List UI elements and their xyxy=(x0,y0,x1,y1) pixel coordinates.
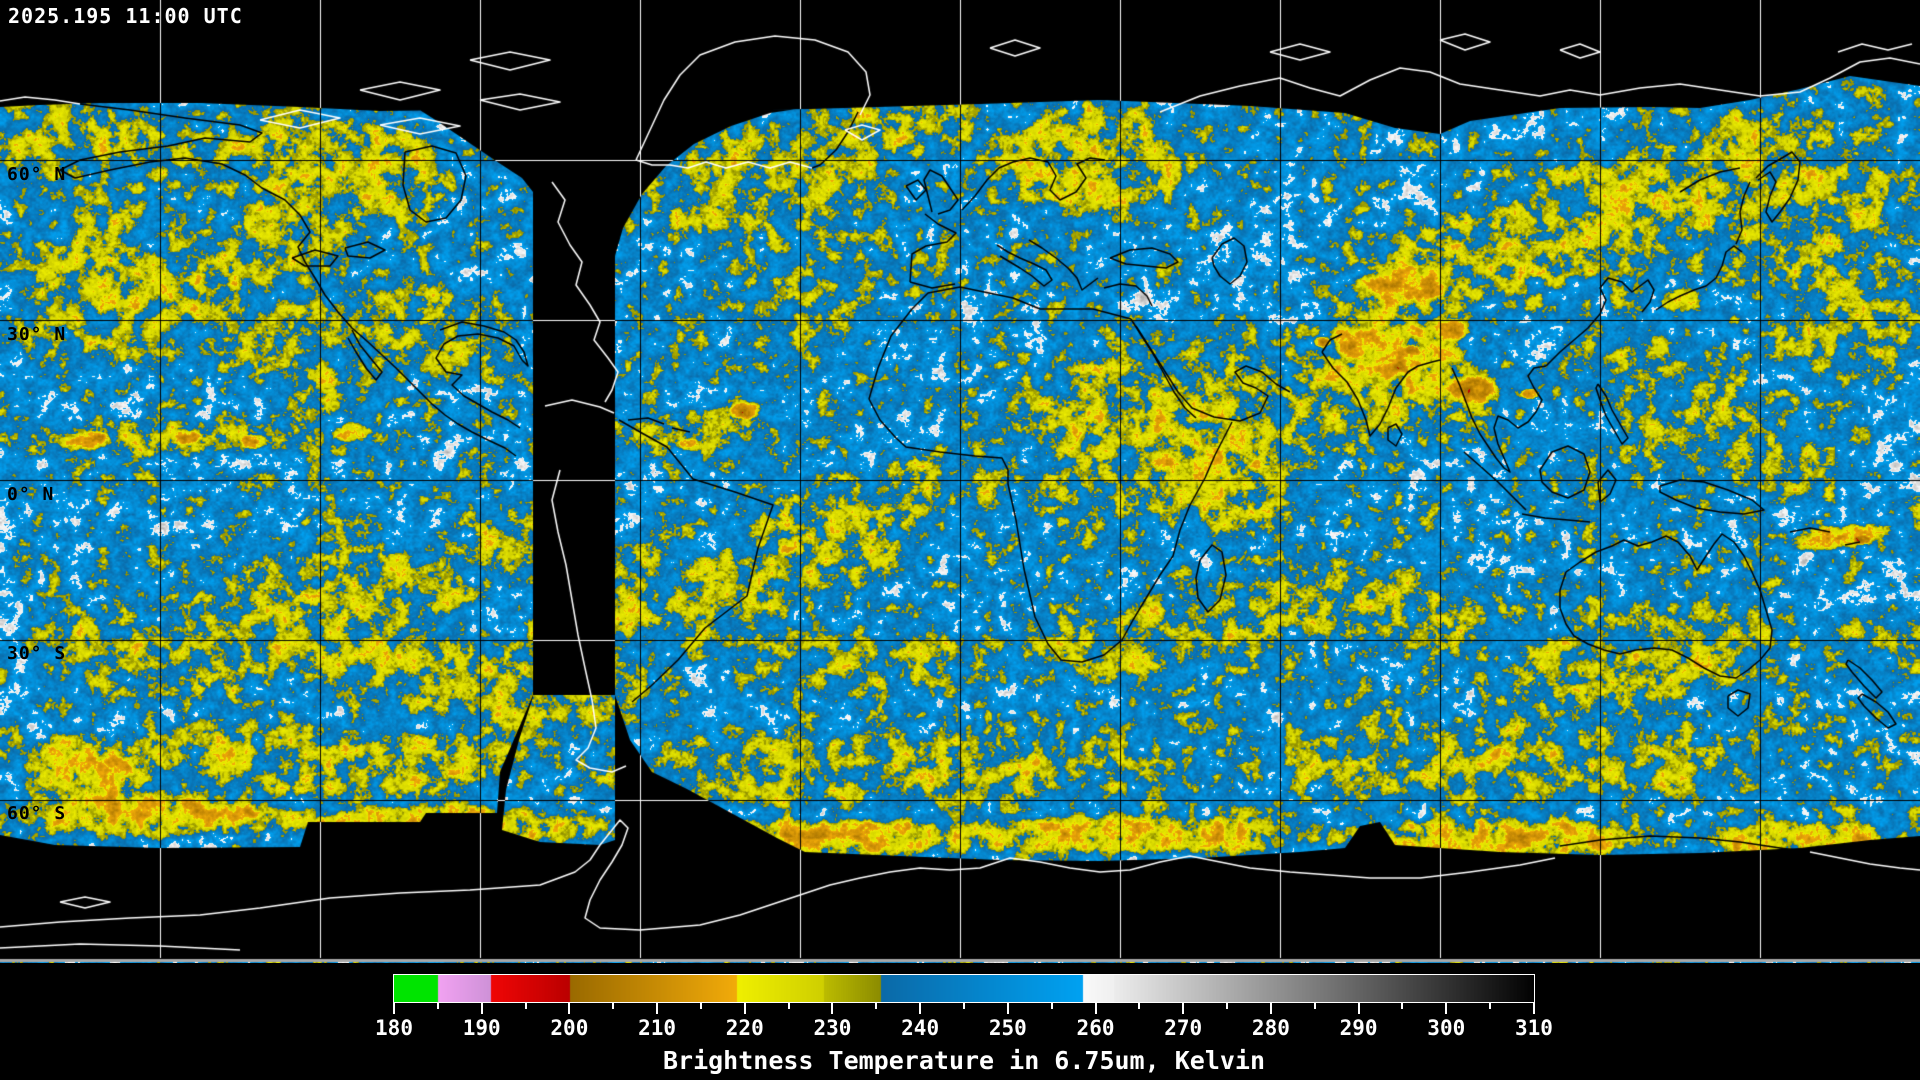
colorbar-tick xyxy=(524,1003,527,1009)
colorbar-tick-label: 260 xyxy=(1076,1016,1115,1040)
colorbar-gradient xyxy=(393,974,1535,1003)
colorbar-tick xyxy=(1532,1003,1535,1014)
colorbar-tick xyxy=(787,1003,790,1009)
colorbar-tick xyxy=(699,1003,702,1009)
latitude-label: 30° N xyxy=(7,324,67,345)
colorbar-tick xyxy=(1357,1003,1360,1014)
colorbar-tick xyxy=(1226,1003,1229,1009)
colorbar-tick-label: 310 xyxy=(1515,1016,1553,1040)
colorbar-tick xyxy=(743,1003,746,1014)
colorbar-tick xyxy=(656,1003,659,1014)
colorbar-tick xyxy=(1138,1003,1141,1009)
colorbar-tick-label: 190 xyxy=(462,1016,501,1040)
colorbar-tick-label: 300 xyxy=(1427,1016,1466,1040)
colorbar-tick-label: 280 xyxy=(1251,1016,1290,1040)
colorbar-tick xyxy=(612,1003,615,1009)
colorbar-tick xyxy=(962,1003,965,1009)
colorbar-tick-label: 240 xyxy=(901,1016,940,1040)
colorbar-tick xyxy=(480,1003,483,1014)
colorbar-tick-label: 290 xyxy=(1339,1016,1378,1040)
colorbar-tick xyxy=(919,1003,922,1014)
colorbar-caption: Brightness Temperature in 6.75um, Kelvin xyxy=(662,1046,1266,1075)
colorbar-tick xyxy=(568,1003,571,1014)
colorbar-tick-label: 230 xyxy=(813,1016,852,1040)
timestamp: 2025.195 11:00 UTC xyxy=(8,4,243,28)
colorbar-tick xyxy=(436,1003,439,1009)
colorbar-tick xyxy=(1489,1003,1492,1009)
colorbar-tick xyxy=(393,1003,395,1014)
colorbar-tick xyxy=(1182,1003,1185,1014)
colorbar-tick-label: 250 xyxy=(988,1016,1027,1040)
colorbar-tick xyxy=(831,1003,834,1014)
colorbar-tick xyxy=(1445,1003,1448,1014)
colorbar-tick xyxy=(1269,1003,1272,1014)
latitude-label: 60° S xyxy=(7,803,67,824)
colorbar-tick xyxy=(1313,1003,1316,1009)
colorbar-tick-label: 200 xyxy=(550,1016,589,1040)
latitude-label: 30° S xyxy=(7,643,67,664)
colorbar-tick-label: 180 xyxy=(375,1016,413,1040)
colorbar-tick xyxy=(1050,1003,1053,1009)
latitude-label: 0° N xyxy=(7,484,55,505)
colorbar-tick xyxy=(1094,1003,1097,1014)
colorbar-tick-label: 210 xyxy=(638,1016,677,1040)
satellite-map-canvas xyxy=(0,0,1920,963)
latitude-label: 60° N xyxy=(7,164,67,185)
colorbar-tick xyxy=(875,1003,878,1009)
colorbar-tick-label: 220 xyxy=(725,1016,764,1040)
colorbar-tick-label: 270 xyxy=(1164,1016,1203,1040)
colorbar-tick xyxy=(1401,1003,1404,1009)
colorbar-tick xyxy=(1006,1003,1009,1014)
